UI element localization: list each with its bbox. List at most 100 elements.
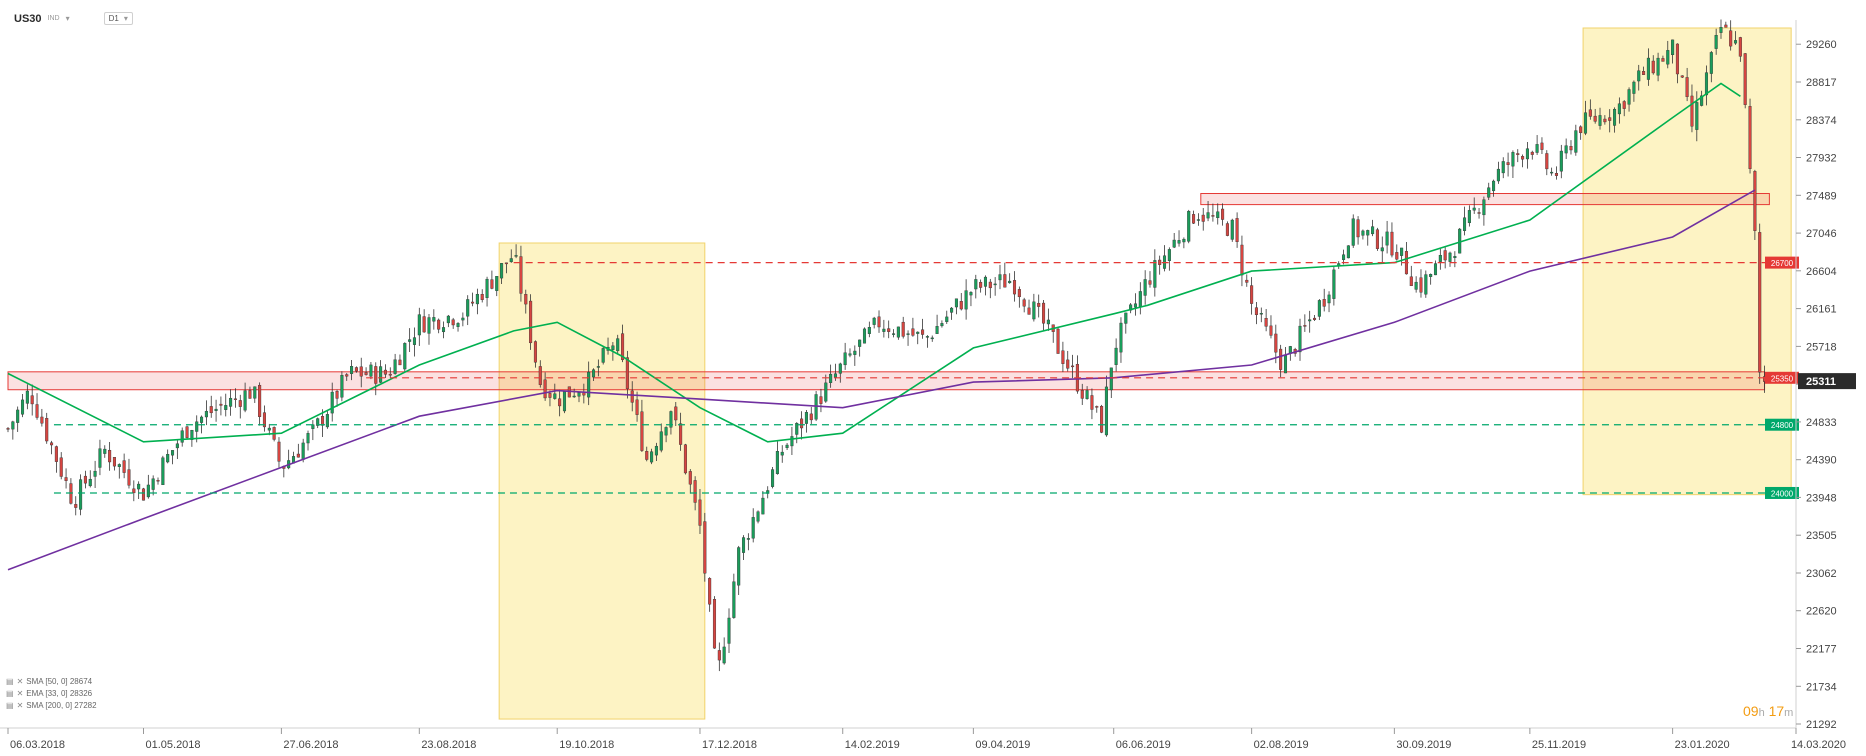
candle-bullish — [253, 386, 257, 399]
legend-item-sma50[interactable]: ▤ ✕ SMA [50, 0] 28674 — [6, 676, 97, 688]
candle-bullish — [93, 470, 97, 477]
timeframe-selector[interactable]: D1 ▾ — [103, 12, 133, 25]
candle-bullish — [1371, 226, 1375, 235]
symbol-label[interactable]: US30 — [14, 12, 42, 25]
candle-bullish — [379, 366, 383, 383]
x-tick-label: 01.05.2018 — [145, 739, 200, 751]
remove-indicator-icon[interactable]: ✕ — [16, 677, 24, 686]
candle-bullish — [862, 328, 867, 344]
candle-bullish — [151, 478, 155, 490]
y-tick-label: 24390 — [1806, 455, 1837, 467]
candle-bullish — [1564, 145, 1568, 154]
candle-bullish — [98, 448, 102, 468]
candle-bearish — [887, 328, 891, 332]
legend-item-sma200[interactable]: ▤ ✕ SMA [200, 0] 27282 — [6, 700, 97, 712]
candle-bearish — [262, 412, 266, 428]
level-badge — [1765, 418, 1799, 431]
y-axis[interactable]: 29260 28817 28374 27932 27489 27046 26604 26161… — [1795, 20, 1856, 731]
legend-item-ema33[interactable]: ▤ ✕ EMA [33, 0] 28326 — [6, 688, 97, 700]
candle-bullish — [780, 451, 784, 456]
candle-bullish — [572, 395, 576, 398]
candle-bearish — [364, 372, 368, 375]
candle-bullish — [669, 411, 673, 428]
candle-bullish — [1482, 199, 1486, 216]
candle-bearish — [422, 316, 426, 333]
candle-bullish — [1424, 274, 1428, 295]
candle-bullish — [180, 430, 184, 443]
candle-bearish — [1090, 395, 1094, 410]
candle-bearish — [1279, 348, 1283, 370]
candle-bullish — [514, 255, 518, 257]
candle-bullish — [1143, 279, 1147, 296]
candle-bullish — [1559, 150, 1563, 172]
candle-bearish — [558, 398, 562, 407]
candle-bearish — [800, 418, 804, 429]
level-badge-label: 26700 — [1771, 259, 1794, 268]
candle-bearish — [1506, 162, 1510, 165]
candle-bullish — [1317, 300, 1321, 317]
candle-bullish — [1719, 27, 1723, 33]
remove-indicator-icon[interactable]: ✕ — [16, 689, 24, 698]
indicator-settings-icon[interactable]: ▤ — [6, 689, 14, 698]
candle-bullish — [1487, 187, 1491, 198]
x-tick-label: 06.06.2019 — [1116, 739, 1171, 751]
candle-bearish — [548, 393, 552, 398]
indicator-lines-layer — [7, 82, 1756, 571]
candle-bearish — [635, 399, 639, 415]
x-tick-label: 23.08.2018 — [421, 739, 476, 751]
remove-indicator-icon[interactable]: ✕ — [16, 701, 24, 710]
symbol-dropdown-chevron-icon[interactable]: ▾ — [65, 14, 70, 23]
candle-bullish — [170, 450, 175, 456]
candle-bullish — [25, 390, 29, 404]
candle-bullish — [838, 363, 842, 374]
candle-bullish — [1656, 57, 1660, 76]
x-tick-label: 25.11.2019 — [1532, 739, 1586, 751]
y-tick-label: 27046 — [1806, 228, 1837, 240]
legend-label: SMA [200, 0] 27282 — [26, 701, 97, 710]
candle-bullish — [1046, 319, 1050, 325]
candle-bearish — [1192, 214, 1196, 224]
indicator-settings-icon[interactable]: ▤ — [6, 701, 14, 710]
candle-bullish — [161, 457, 165, 486]
candle-bullish — [1288, 346, 1292, 354]
candle-bearish — [1748, 106, 1752, 169]
candle-bullish — [1196, 219, 1200, 221]
candle-bullish — [775, 451, 779, 475]
y-tick-label: 29260 — [1806, 39, 1837, 51]
candle-bearish — [1395, 252, 1399, 260]
candle-bullish — [190, 430, 194, 440]
x-axis[interactable]: 06.03.2018 01.05.2018 27.06.2018 23.08.2018… — [0, 727, 1846, 751]
candle-bullish — [969, 292, 973, 296]
candle-bullish — [88, 478, 92, 487]
instrument-type-label: IND — [47, 15, 60, 22]
candle-bullish — [1283, 355, 1288, 374]
candle-bearish — [717, 650, 721, 661]
candle-bearish — [1012, 280, 1017, 295]
candle-bullish — [369, 364, 373, 377]
candle-bullish — [1448, 252, 1452, 262]
candle-bullish — [20, 399, 25, 415]
candle-bearish — [1274, 333, 1278, 353]
candle-bullish — [1574, 130, 1578, 153]
candle-bearish — [959, 301, 963, 310]
candle-bullish — [1124, 312, 1128, 324]
candle-bearish — [1250, 285, 1254, 304]
candle-bearish — [809, 413, 813, 421]
candle-bullish — [935, 326, 939, 334]
y-tick-label: 28374 — [1806, 115, 1837, 127]
candle-bullish — [591, 369, 596, 378]
candle-bearish — [1071, 365, 1075, 368]
level-badge-label: 24000 — [1771, 489, 1794, 498]
level-badge — [1765, 256, 1799, 269]
candle-bullish — [954, 298, 958, 308]
indicator-settings-icon[interactable]: ▤ — [6, 677, 14, 686]
candle-bullish — [1695, 102, 1699, 130]
candle-bullish — [906, 333, 910, 335]
candle-bearish — [1545, 153, 1549, 170]
candle-bearish — [1477, 212, 1481, 214]
candle-bearish — [233, 398, 237, 400]
y-tick-label: 22177 — [1806, 643, 1837, 655]
level-badge — [1765, 486, 1799, 499]
candle-bullish — [204, 410, 208, 418]
